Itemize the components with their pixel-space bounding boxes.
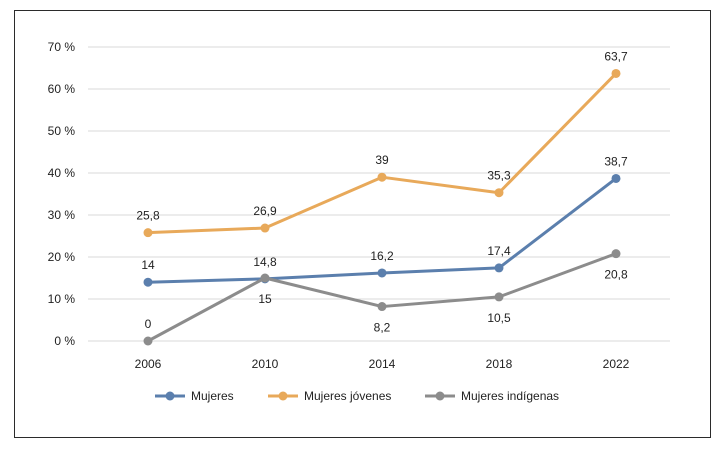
chart-frame <box>14 10 711 438</box>
data-point <box>494 292 504 302</box>
axis-layer: 0 % 10 % 20 % 30 % 40 % 50 % 60 % 70 % 2006 2010 2… <box>48 40 630 371</box>
data-label: 17,4 <box>487 244 511 258</box>
data-label: 10,5 <box>487 311 511 325</box>
data-point <box>494 263 504 273</box>
data-label: 26,9 <box>253 204 277 218</box>
legend-marker <box>278 391 288 401</box>
y-tick-label: 0 % <box>54 334 75 348</box>
data-point <box>611 68 621 78</box>
x-tick-label: 2018 <box>486 357 513 371</box>
data-label: 16,2 <box>370 249 394 263</box>
data-label: 0 <box>145 317 152 331</box>
y-tick-label: 30 % <box>48 208 76 222</box>
y-tick-label: 20 % <box>48 250 76 264</box>
data-point <box>143 228 153 238</box>
data-label: 15 <box>258 292 272 306</box>
data-label: 38,7 <box>604 154 628 168</box>
y-tick-label: 70 % <box>48 40 76 54</box>
data-point <box>494 188 504 198</box>
data-label: 63,7 <box>604 49 628 63</box>
data-point <box>260 273 270 283</box>
data-point <box>143 336 153 346</box>
data-label: 20,8 <box>604 268 628 282</box>
y-tick-label: 50 % <box>48 124 76 138</box>
x-tick-label: 2022 <box>603 357 630 371</box>
data-point <box>143 277 153 287</box>
data-label: 14 <box>141 258 155 272</box>
legend-label: Mujeres <box>191 389 234 403</box>
data-label: 35,3 <box>487 169 511 183</box>
y-tick-label: 60 % <box>48 82 76 96</box>
data-label: 14,8 <box>253 255 277 269</box>
y-tick-label: 10 % <box>48 292 76 306</box>
x-tick-label: 2010 <box>252 357 279 371</box>
data-point <box>377 302 387 312</box>
data-point <box>611 173 621 183</box>
data-point <box>260 223 270 233</box>
legend-label: Mujeres indígenas <box>461 389 559 403</box>
data-label: 8,2 <box>374 321 391 335</box>
x-tick-label: 2014 <box>369 357 396 371</box>
data-point <box>377 172 387 182</box>
legend-label: Mujeres jóvenes <box>304 389 391 403</box>
data-label: 25,8 <box>136 209 160 223</box>
data-label: 39 <box>375 153 389 167</box>
data-point <box>611 249 621 259</box>
y-tick-label: 40 % <box>48 166 76 180</box>
series-layer <box>143 68 621 346</box>
legend-marker <box>435 391 445 401</box>
label-layer: 14 14,8 16,2 17,4 38,7 25,8 26,9 39 35,3 63,7 0 15 8… <box>136 49 628 334</box>
legend: Mujeres Mujeres jóvenes Mujeres indígenas <box>155 389 559 403</box>
legend-marker <box>165 391 175 401</box>
grid-layer <box>88 46 670 342</box>
data-point <box>377 268 387 278</box>
x-tick-label: 2006 <box>135 357 162 371</box>
